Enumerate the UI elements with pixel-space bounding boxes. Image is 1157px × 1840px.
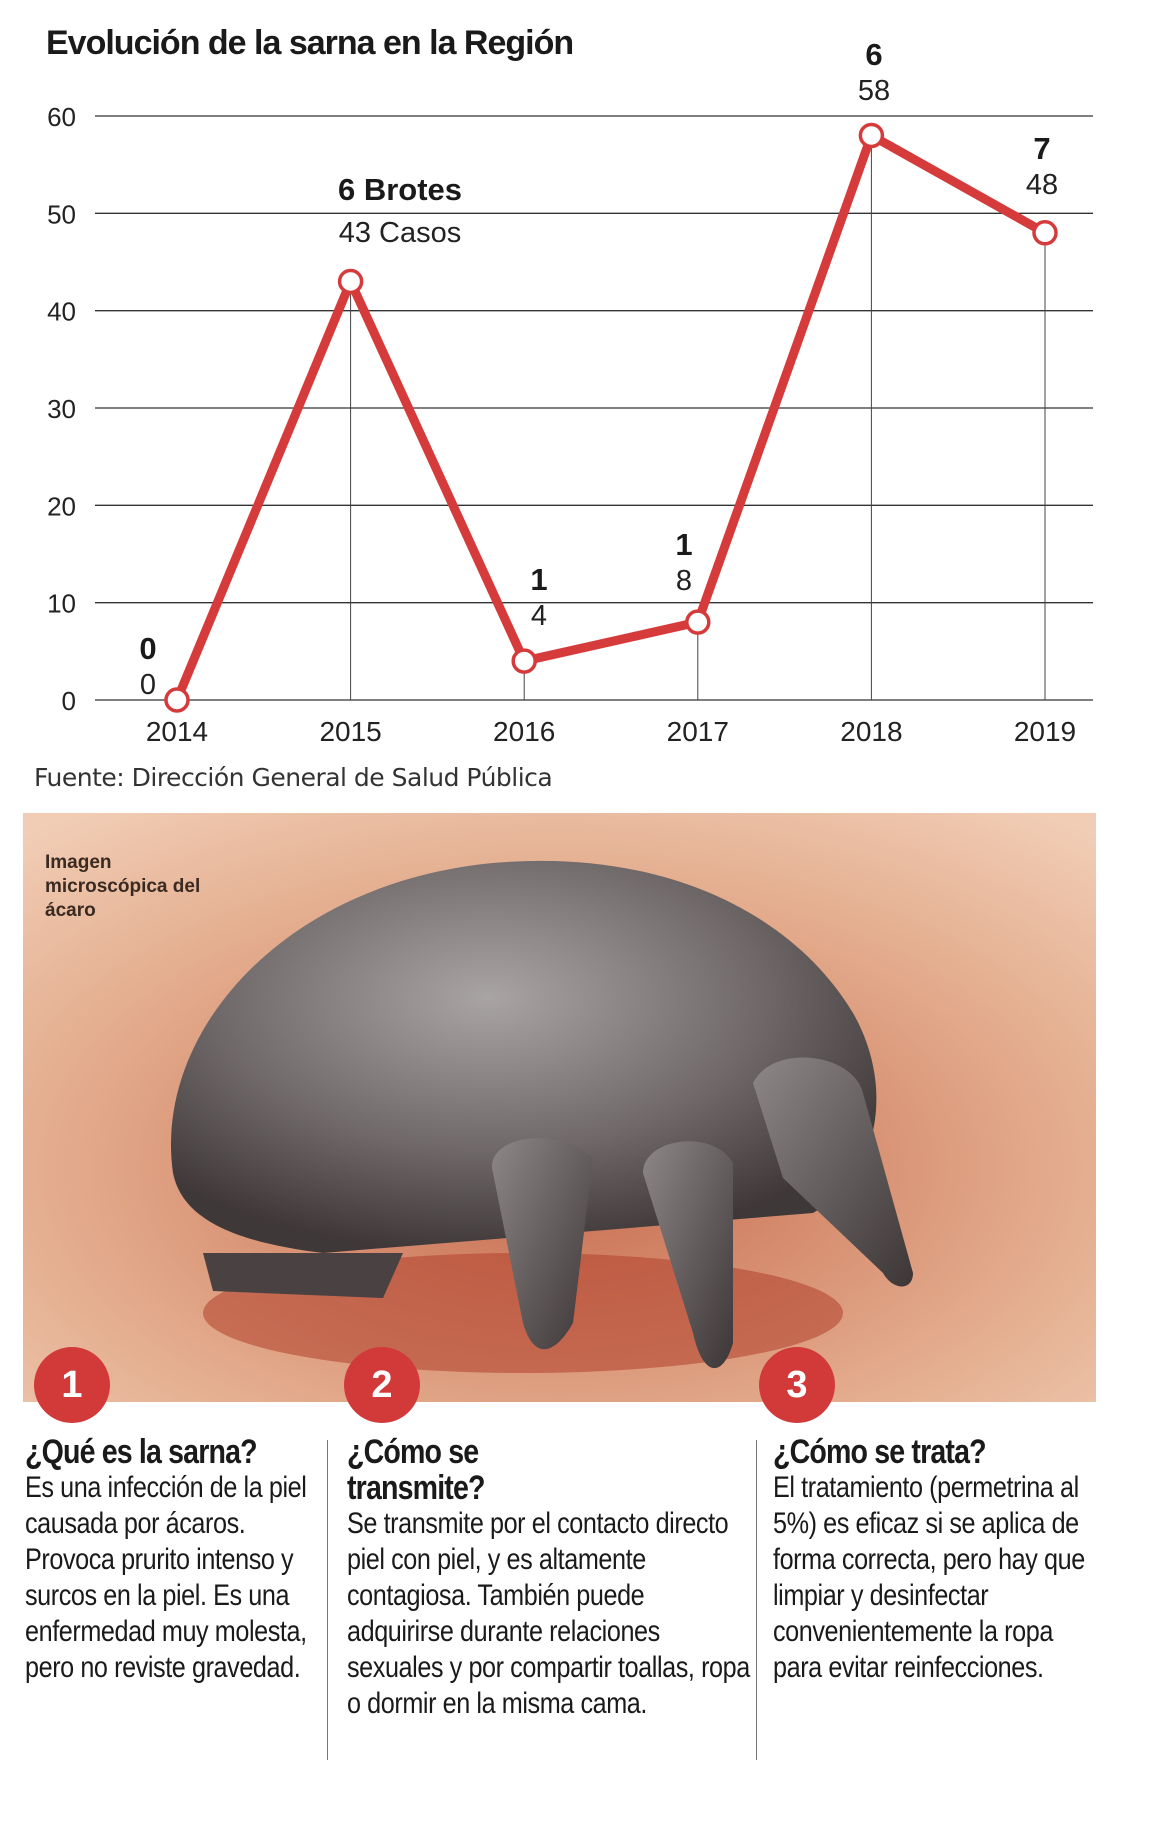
y-tick-label: 20 xyxy=(47,491,76,521)
x-tick-label: 2016 xyxy=(493,716,555,747)
brotes-label: 0 xyxy=(139,631,156,666)
data-point xyxy=(685,609,711,635)
data-point xyxy=(1032,220,1058,246)
section-text: Es una infección de la piel causada por … xyxy=(25,1471,307,1684)
section-text: Se transmite por el contacto directo pie… xyxy=(347,1507,750,1720)
chart-title: Evolución de la sarna en la Región xyxy=(46,24,574,62)
section-treatment: ¿Cómo se trata? El tratamiento (permetri… xyxy=(773,1434,1096,1686)
y-tick-label: 10 xyxy=(47,589,76,619)
section-what: ¿Qué es la sarna? Es una infección de la… xyxy=(25,1434,321,1686)
source-note: Fuente: Dirección General de Salud Públi… xyxy=(34,763,553,792)
badge-3: 3 xyxy=(759,1347,835,1423)
x-tick-label: 2019 xyxy=(1014,716,1076,747)
brotes-label: 6 Brotes xyxy=(338,172,462,207)
mite-image xyxy=(23,813,1096,1402)
mite-photo: Imagen microscópica del ácaro xyxy=(23,813,1096,1402)
brotes-label: 1 xyxy=(675,527,692,562)
column-divider xyxy=(327,1440,328,1760)
badge-2: 2 xyxy=(344,1347,420,1423)
data-point xyxy=(858,122,885,149)
casos-label: 43 Casos xyxy=(339,217,462,249)
brotes-label: 7 xyxy=(1033,131,1050,166)
casos-label: 4 xyxy=(531,600,547,632)
casos-label: 8 xyxy=(676,565,692,597)
x-tick-label: 2018 xyxy=(840,716,902,747)
section-heading: ¿Cómo se transmite? xyxy=(347,1433,485,1507)
series-line-casos xyxy=(172,128,1048,702)
x-tick-label: 2015 xyxy=(319,716,381,747)
column-divider xyxy=(756,1440,757,1760)
casos-label: 58 xyxy=(858,75,890,107)
brotes-label: 1 xyxy=(530,562,547,597)
casos-label: 0 xyxy=(140,669,156,701)
photo-caption: Imagen microscópica del ácaro xyxy=(45,852,201,921)
brotes-label: 6 xyxy=(865,37,882,72)
y-tick-label: 0 xyxy=(62,686,76,716)
data-point xyxy=(511,648,537,674)
section-text: El tratamiento (permetrina al 5%) es efi… xyxy=(773,1471,1085,1684)
y-tick-label: 30 xyxy=(47,394,76,424)
x-tick-label: 2017 xyxy=(667,716,729,747)
y-tick-label: 50 xyxy=(47,199,76,229)
badge-1: 1 xyxy=(34,1347,110,1423)
section-heading: ¿Cómo se trata? xyxy=(773,1433,987,1471)
data-point xyxy=(164,687,190,713)
section-heading: ¿Qué es la sarna? xyxy=(25,1433,258,1471)
section-transmission: ¿Cómo se transmite? Se transmite por el … xyxy=(347,1434,752,1722)
y-tick-label: 60 xyxy=(47,102,76,132)
casos-label: 48 xyxy=(1026,169,1058,201)
y-tick-label: 40 xyxy=(47,297,76,327)
data-point xyxy=(337,268,364,295)
x-tick-label: 2014 xyxy=(146,716,208,747)
